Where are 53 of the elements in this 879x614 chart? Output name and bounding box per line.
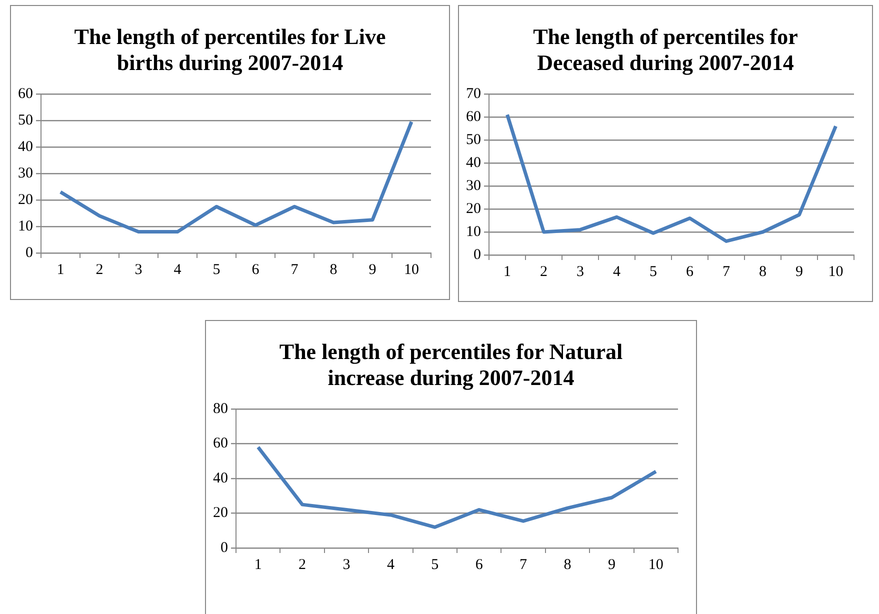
x-tick-label: 5 [650,264,657,280]
x-tick-label: 8 [564,556,572,573]
x-tick-label: 9 [608,556,616,573]
x-tick-label: 7 [290,262,299,278]
x-tick-label: 7 [722,264,730,280]
x-tick-label: 9 [796,264,803,280]
x-tick-label: 7 [520,556,528,573]
x-tick-label: 6 [475,556,484,573]
x-tick-label: 10 [404,262,419,278]
x-tick-label: 5 [431,556,439,573]
y-tick-label: 40 [18,138,33,155]
y-tick-label: 30 [18,165,33,182]
x-tick-label: 1 [254,556,262,573]
x-tick-label: 10 [648,556,664,573]
x-tick-label: 1 [504,264,511,280]
y-tick-label: 20 [213,505,228,522]
y-tick-label: 10 [18,218,33,234]
x-tick-label: 2 [298,556,306,573]
x-tick-label: 6 [252,262,260,278]
x-tick-label: 8 [759,264,766,280]
chart-title: The length of percentiles for Natural increase during 2007-2014 [278,339,624,391]
y-tick-label: 60 [213,436,228,452]
y-tick-label: 30 [466,178,481,194]
y-tick-label: 80 [213,400,228,417]
y-tick-label: 20 [18,192,33,208]
x-tick-label: 3 [576,264,584,280]
x-tick-label: 4 [386,556,395,573]
y-tick-label: 20 [466,200,481,217]
x-tick-label: 2 [540,264,548,280]
y-tick-label: 50 [466,132,481,148]
y-tick-label: 70 [466,86,481,102]
y-tick-label: 40 [213,470,228,486]
y-tick-label: 50 [18,112,33,128]
x-tick-label: 4 [174,262,182,278]
x-tick-label: 5 [212,262,220,278]
y-tick-label: 0 [220,540,228,556]
y-tick-label: 0 [26,244,33,261]
y-tick-label: 10 [466,224,481,240]
y-tick-label: 0 [474,246,481,263]
x-tick-label: 3 [134,262,142,278]
x-tick-label: 4 [613,264,621,280]
x-tick-label: 6 [686,264,694,280]
x-tick-label: 3 [342,556,350,573]
chart-title: The length of percentiles for Live births during 2007-2014 [73,24,387,76]
x-tick-label: 2 [96,262,104,278]
x-tick-label: 9 [368,262,376,278]
x-tick-label: 10 [828,264,844,280]
x-tick-label: 8 [330,262,338,278]
y-tick-label: 40 [466,154,481,171]
chart-title: The length of percentiles for Deceased during 2007-2014 [532,24,799,76]
x-tick-label: 1 [56,262,64,278]
y-tick-label: 60 [18,86,33,102]
y-tick-label: 60 [466,108,481,125]
